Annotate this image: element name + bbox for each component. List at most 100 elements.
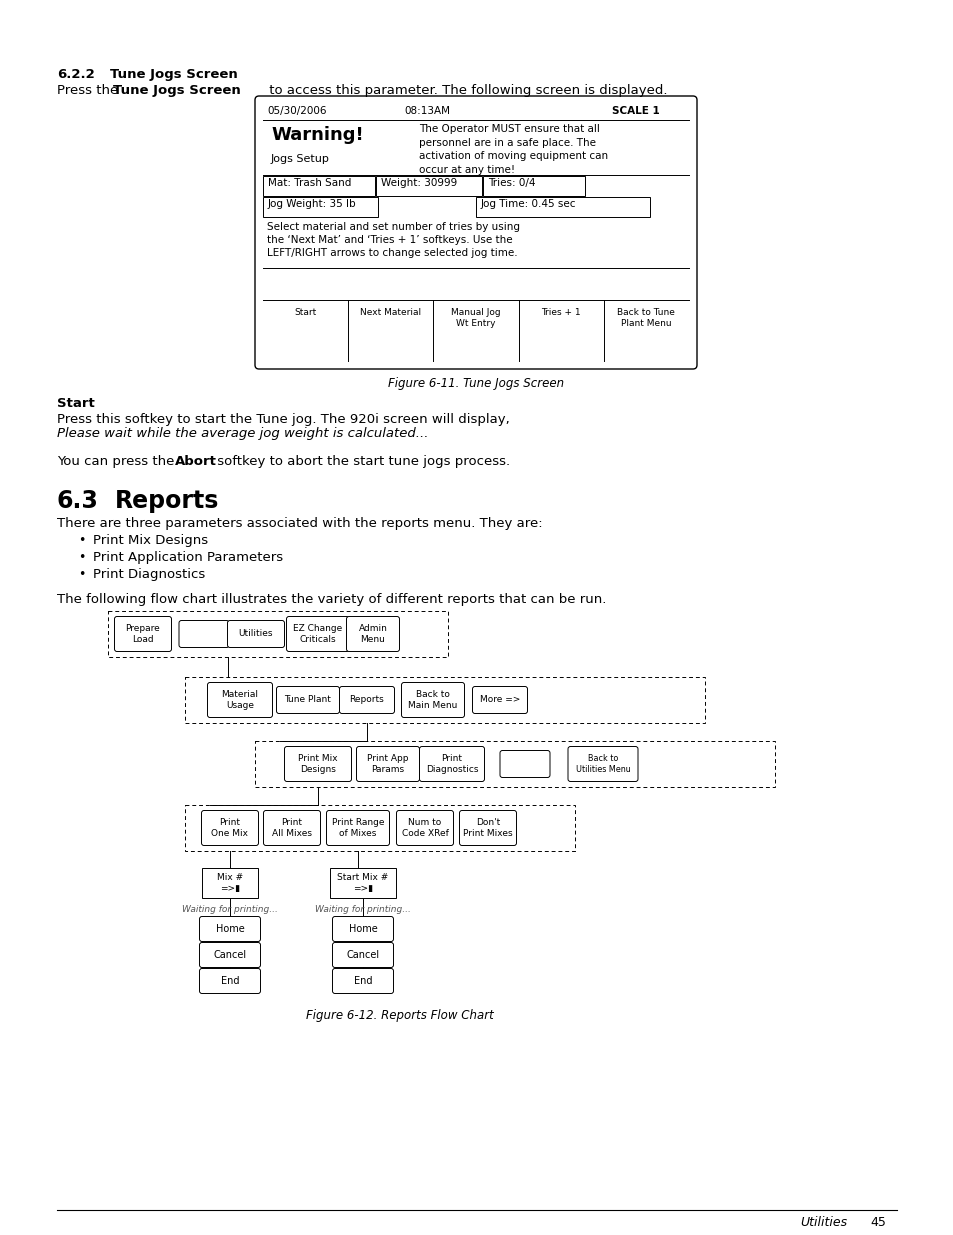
FancyBboxPatch shape [199, 916, 260, 941]
Text: Home: Home [348, 924, 377, 934]
Text: 6.3: 6.3 [57, 489, 99, 513]
Text: The Operator MUST ensure that all
personnel are in a safe place. The
activation : The Operator MUST ensure that all person… [418, 124, 607, 175]
FancyBboxPatch shape [346, 616, 399, 652]
Text: Back to
Main Menu: Back to Main Menu [408, 690, 457, 710]
FancyBboxPatch shape [326, 810, 389, 846]
Text: 6.2.2: 6.2.2 [57, 68, 94, 82]
Text: Cancel: Cancel [346, 950, 379, 960]
Text: Mat: Trash Sand: Mat: Trash Sand [268, 178, 351, 188]
FancyBboxPatch shape [567, 746, 638, 782]
Text: EZ Change
Criticals: EZ Change Criticals [294, 625, 342, 643]
FancyBboxPatch shape [482, 177, 584, 196]
Text: Jog Time: 0.45 sec: Jog Time: 0.45 sec [480, 199, 576, 209]
FancyBboxPatch shape [333, 942, 393, 967]
Text: Print App
Params: Print App Params [367, 755, 408, 773]
FancyBboxPatch shape [396, 810, 453, 846]
FancyBboxPatch shape [208, 683, 273, 718]
Text: Num to
Code XRef: Num to Code XRef [401, 819, 448, 837]
Text: Waiting for printing...: Waiting for printing... [182, 905, 277, 914]
Text: Figure 6-12. Reports Flow Chart: Figure 6-12. Reports Flow Chart [306, 1009, 494, 1023]
FancyBboxPatch shape [339, 687, 395, 714]
Text: Next Material: Next Material [360, 308, 421, 317]
Text: softkey to abort the start tune jogs process.: softkey to abort the start tune jogs pro… [213, 454, 510, 468]
Text: Start: Start [294, 308, 316, 317]
Text: There are three parameters associated with the reports menu. They are:: There are three parameters associated wi… [57, 517, 542, 530]
FancyBboxPatch shape [227, 620, 284, 647]
FancyBboxPatch shape [263, 198, 377, 217]
Text: Tune Jogs Screen: Tune Jogs Screen [110, 68, 237, 82]
Text: You can press the: You can press the [57, 454, 178, 468]
FancyBboxPatch shape [199, 968, 260, 993]
Text: Press the: Press the [57, 84, 122, 98]
Text: More =>: More => [479, 695, 519, 704]
Text: Cancel: Cancel [213, 950, 246, 960]
Text: Print Range
of Mixes: Print Range of Mixes [332, 819, 384, 837]
FancyBboxPatch shape [263, 177, 375, 196]
Text: 45: 45 [869, 1216, 885, 1229]
Text: •: • [78, 534, 85, 547]
FancyBboxPatch shape [401, 683, 464, 718]
FancyBboxPatch shape [286, 616, 349, 652]
Text: Home: Home [215, 924, 244, 934]
Text: Tries + 1: Tries + 1 [540, 308, 580, 317]
FancyBboxPatch shape [333, 968, 393, 993]
Text: Print Mix
Designs: Print Mix Designs [298, 755, 337, 773]
Text: Start: Start [57, 396, 94, 410]
FancyBboxPatch shape [333, 916, 393, 941]
Text: The following flow chart illustrates the variety of different reports that can b: The following flow chart illustrates the… [57, 593, 606, 606]
FancyBboxPatch shape [419, 746, 484, 782]
Text: Press this softkey to start the Tune jog. The 920i screen will display,: Press this softkey to start the Tune jog… [57, 412, 514, 426]
Text: End: End [220, 976, 239, 986]
FancyBboxPatch shape [254, 96, 697, 369]
Text: 05/30/2006: 05/30/2006 [267, 106, 326, 116]
FancyBboxPatch shape [179, 620, 229, 647]
Text: SCALE 1: SCALE 1 [612, 106, 659, 116]
Text: Back to Tune
Plant Menu: Back to Tune Plant Menu [617, 308, 675, 329]
FancyBboxPatch shape [202, 868, 257, 898]
FancyBboxPatch shape [472, 687, 527, 714]
Text: Don't
Print Mixes: Don't Print Mixes [463, 819, 513, 837]
FancyBboxPatch shape [276, 687, 339, 714]
Text: 08:13AM: 08:13AM [403, 106, 450, 116]
FancyBboxPatch shape [114, 616, 172, 652]
Text: Waiting for printing...: Waiting for printing... [314, 905, 411, 914]
Text: Back to
Utilities Menu: Back to Utilities Menu [575, 755, 630, 773]
FancyBboxPatch shape [459, 810, 516, 846]
Text: Warning!: Warning! [271, 126, 363, 144]
Text: Tries: 0/4: Tries: 0/4 [488, 178, 535, 188]
FancyBboxPatch shape [499, 751, 550, 778]
FancyBboxPatch shape [263, 810, 320, 846]
Text: Figure 6-11. Tune Jogs Screen: Figure 6-11. Tune Jogs Screen [388, 377, 563, 390]
FancyBboxPatch shape [375, 177, 481, 196]
Text: Mix #
=>▮: Mix # =>▮ [216, 873, 243, 893]
Text: Print
One Mix: Print One Mix [212, 819, 248, 837]
Text: Print Mix Designs: Print Mix Designs [92, 534, 208, 547]
FancyBboxPatch shape [356, 746, 419, 782]
FancyBboxPatch shape [330, 868, 395, 898]
Text: Please wait while the average jog weight is calculated...: Please wait while the average jog weight… [57, 427, 428, 440]
Text: Select material and set number of tries by using
the ‘Next Mat’ and ‘Tries + 1’ : Select material and set number of tries … [267, 222, 519, 258]
Text: Print
All Mixes: Print All Mixes [272, 819, 312, 837]
FancyBboxPatch shape [199, 942, 260, 967]
Text: Print Diagnostics: Print Diagnostics [92, 568, 205, 580]
Text: Reports: Reports [349, 695, 384, 704]
Text: Tune Jogs Screen: Tune Jogs Screen [112, 84, 240, 98]
Text: Jog Weight: 35 lb: Jog Weight: 35 lb [268, 199, 356, 209]
Text: Utilities: Utilities [238, 630, 273, 638]
Text: Print
Diagnostics: Print Diagnostics [425, 755, 477, 773]
Text: Reports: Reports [115, 489, 219, 513]
FancyBboxPatch shape [284, 746, 351, 782]
Text: Manual Jog
Wt Entry: Manual Jog Wt Entry [451, 308, 500, 329]
FancyBboxPatch shape [201, 810, 258, 846]
Text: End: End [354, 976, 372, 986]
Text: Material
Usage: Material Usage [221, 690, 258, 710]
FancyBboxPatch shape [476, 198, 649, 217]
Text: Jogs Setup: Jogs Setup [271, 154, 330, 164]
Text: Tune Plant: Tune Plant [284, 695, 331, 704]
Text: Abort: Abort [174, 454, 216, 468]
Text: Weight: 30999: Weight: 30999 [380, 178, 456, 188]
Text: •: • [78, 568, 85, 580]
Text: Start Mix #
=>▮: Start Mix # =>▮ [337, 873, 388, 893]
Text: •: • [78, 551, 85, 564]
Text: to access this parameter. The following screen is displayed.: to access this parameter. The following … [265, 84, 667, 98]
